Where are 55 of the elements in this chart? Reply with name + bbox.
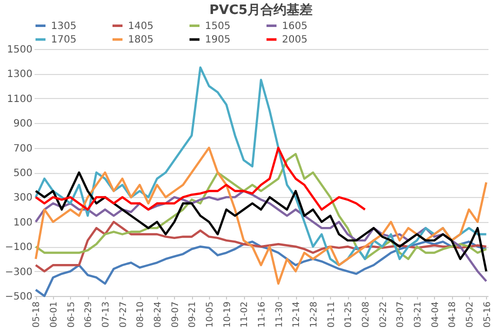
legend-label: 1605 [282, 20, 308, 32]
y-tick-label: 100 [13, 217, 32, 228]
x-tick-label: 02-22 [378, 302, 389, 328]
line-series [34, 146, 488, 285]
line-series [34, 240, 488, 298]
y-tick-label: −300 [5, 266, 32, 278]
x-tick-label: 04-18 [448, 301, 458, 328]
legend-label: 1905 [205, 34, 230, 46]
x-tick-label: 02-08 [361, 301, 372, 328]
line-series [34, 146, 366, 211]
x-tick-label: 05-16 [482, 301, 493, 328]
y-tick-label: 1300 [7, 69, 32, 80]
legend-label: 1305 [51, 20, 76, 32]
x-tick-label: 08-10 [136, 301, 146, 328]
line-series [34, 66, 488, 266]
x-tick-label: 05-02 [465, 302, 476, 328]
legend-label: 2005 [282, 34, 308, 46]
y-tick-label: 700 [13, 143, 32, 154]
x-tick-label: 07-27 [118, 302, 129, 328]
x-tick-label: 06-01 [50, 302, 60, 328]
x-tick-label: 11-02 [240, 302, 250, 328]
y-tick-label: 1100 [7, 94, 32, 105]
x-tick-label: 08-24 [154, 301, 164, 328]
legend-label: 1505 [205, 20, 230, 32]
legend-label: 1405 [128, 20, 154, 32]
line-series [34, 171, 488, 272]
x-tick-label: 12-14 [292, 301, 302, 328]
x-tick-label: 09-07 [170, 302, 181, 328]
legend-label: 1805 [128, 34, 154, 46]
line-series [34, 220, 488, 272]
x-tick-label: 10-05 [206, 302, 216, 328]
legend-label: 1705 [51, 34, 76, 46]
x-tick-label: 05-18 [32, 301, 42, 328]
y-tick-label: 500 [13, 168, 32, 179]
x-tick-label: 10-19 [222, 301, 233, 328]
x-tick-label: 09-21 [188, 302, 198, 328]
y-tick-label: 900 [13, 118, 32, 130]
y-tick-label: 1500 [7, 44, 32, 56]
x-tick-label: 07-13 [102, 302, 112, 328]
y-tick-label: 300 [13, 192, 32, 204]
x-tick-label: 01-25 [344, 302, 354, 328]
x-tick-label: 01-11 [326, 302, 337, 328]
x-tick-label: 12-28 [309, 301, 320, 328]
x-tick-label: 03-21 [413, 302, 424, 328]
chart-title: PVC5月合约基差 [209, 2, 313, 18]
x-tick-label: 06-15 [66, 302, 77, 328]
y-tick-label: −500 [5, 292, 32, 302]
x-tick-label: 03-07 [396, 302, 406, 328]
x-tick-label: 11-16 [258, 301, 268, 328]
y-tick-label: −100 [5, 242, 32, 254]
line-series [34, 152, 488, 260]
x-tick-label: 06-29 [84, 301, 94, 328]
line-series [34, 190, 488, 282]
x-tick-label: 11-30 [274, 301, 285, 328]
x-tick-label: 04-04 [430, 301, 441, 328]
